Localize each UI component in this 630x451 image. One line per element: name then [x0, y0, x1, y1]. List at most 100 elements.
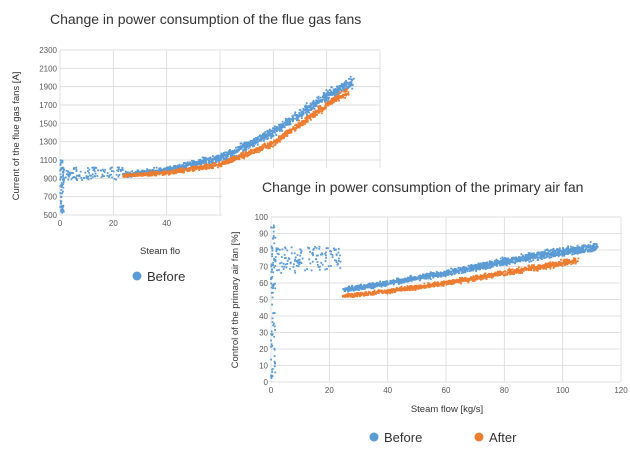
scatter-point-before — [376, 285, 378, 288]
scatter-point-before — [328, 93, 331, 95]
scatter-point-before — [536, 251, 539, 254]
scatter-point-before — [186, 164, 189, 167]
scatter-point-after — [163, 173, 166, 176]
scatter-point-after — [335, 96, 338, 99]
scatter-point-before — [61, 205, 64, 207]
scatter-point-before — [177, 164, 179, 167]
scatter-point-after — [503, 274, 506, 277]
scatter-point-before — [283, 253, 286, 256]
scatter-point-before — [261, 137, 264, 140]
scatter-point-before — [294, 258, 297, 261]
scatter-point-before — [249, 143, 252, 146]
scatter-point-before — [466, 268, 469, 271]
scatter-point-after — [502, 274, 505, 277]
scatter-point-before — [259, 134, 261, 137]
scatter-point-after — [200, 168, 203, 171]
scatter-point-before — [62, 183, 65, 186]
scatter-point-after — [319, 105, 322, 108]
scatter-point-before — [510, 260, 513, 262]
scatter-point-after — [274, 143, 277, 145]
scatter-point-before — [499, 264, 502, 267]
scatter-point-before — [451, 272, 454, 275]
scatter-point-after — [278, 137, 280, 140]
scatter-point-after — [332, 100, 334, 103]
scatter-point-before — [317, 97, 320, 100]
scatter-point-before — [179, 166, 182, 169]
scatter-point-before — [436, 271, 438, 274]
scatter-point-before — [75, 170, 78, 172]
scatter-point-after — [261, 145, 264, 148]
scatter-point-before — [235, 154, 238, 157]
scatter-point-before — [222, 153, 225, 156]
scatter-point-after — [235, 156, 238, 158]
scatter-point-after — [558, 260, 560, 263]
scatter-point-before — [286, 259, 289, 262]
scatter-point-after — [208, 163, 211, 166]
chart-2-panel — [222, 168, 630, 451]
scatter-point-before — [273, 259, 276, 261]
scatter-point-after — [173, 170, 176, 173]
scatter-point-before — [279, 124, 282, 127]
scatter-point-after — [308, 116, 311, 118]
scatter-point-after — [505, 273, 507, 276]
chart-1-legend: Before — [132, 269, 185, 284]
scatter-point-before — [248, 144, 250, 147]
scatter-point-before — [271, 268, 273, 271]
scatter-point-before — [223, 152, 225, 155]
scatter-point-before — [286, 122, 289, 124]
scatter-point-before — [295, 117, 297, 120]
scatter-point-after — [162, 170, 164, 173]
scatter-point-before — [450, 273, 453, 276]
scatter-point-before — [270, 129, 273, 132]
scatter-point-before — [326, 247, 329, 250]
scatter-point-before — [512, 256, 514, 259]
scatter-point-before — [270, 330, 273, 333]
scatter-point-before — [321, 96, 324, 99]
scatter-point-after — [200, 164, 202, 167]
scatter-point-before — [476, 268, 479, 271]
scatter-point-before — [530, 252, 533, 255]
scatter-point-before — [518, 259, 520, 262]
scatter-point-before — [540, 253, 543, 255]
scatter-point-before — [274, 131, 277, 134]
scatter-point-before — [117, 175, 120, 178]
scatter-point-after — [349, 293, 352, 296]
scatter-point-before — [501, 258, 504, 261]
scatter-point-before — [272, 284, 275, 287]
scatter-point-before — [477, 263, 480, 266]
scatter-point-after — [270, 140, 273, 143]
scatter-point-before — [278, 248, 281, 251]
scatter-point-after — [227, 157, 230, 160]
scatter-point-before — [288, 117, 291, 120]
scatter-point-before — [75, 166, 78, 169]
scatter-point-after — [214, 163, 216, 166]
scatter-point-before — [166, 169, 169, 172]
scatter-point-before — [581, 245, 584, 248]
scatter-point-before — [264, 131, 267, 133]
scatter-point-before — [113, 177, 116, 180]
scatter-point-before — [360, 283, 362, 286]
scatter-point-after — [237, 157, 240, 160]
scatter-point-before — [582, 248, 584, 251]
scatter-point-before — [330, 264, 332, 267]
scatter-point-before — [587, 245, 589, 248]
scatter-point-before — [62, 205, 65, 208]
scatter-point-before — [351, 284, 354, 287]
scatter-point-before — [117, 168, 120, 171]
scatter-point-before — [117, 170, 120, 173]
scatter-point-before — [182, 163, 185, 166]
scatter-point-before — [250, 143, 253, 146]
scatter-point-before — [198, 161, 201, 164]
scatter-point-before — [493, 259, 496, 262]
scatter-point-after — [254, 151, 256, 154]
scatter-point-after — [249, 152, 252, 155]
scatter-point-before — [404, 280, 407, 283]
scatter-point-before — [199, 163, 202, 166]
scatter-point-after — [577, 257, 580, 260]
scatter-point-before — [131, 170, 134, 172]
scatter-point-before — [299, 114, 302, 117]
scatter-point-after — [304, 117, 307, 120]
scatter-point-before — [276, 252, 279, 255]
scatter-point-before — [221, 156, 224, 159]
scatter-point-before — [350, 81, 353, 84]
